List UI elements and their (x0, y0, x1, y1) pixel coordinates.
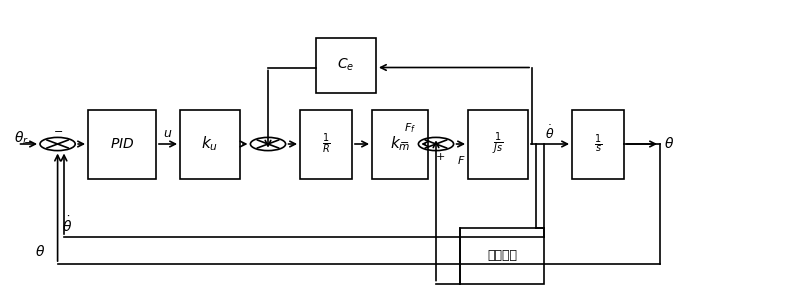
Bar (572, 110, 624, 178)
Text: $k_m$: $k_m$ (390, 135, 410, 153)
Text: $+$: $+$ (435, 151, 445, 162)
Text: 摩擦模型: 摩擦模型 (487, 249, 517, 262)
Text: $PID$: $PID$ (110, 137, 134, 151)
Text: $F_f$: $F_f$ (404, 121, 417, 135)
Text: $\theta$: $\theta$ (35, 244, 45, 260)
Text: $k_u$: $k_u$ (202, 135, 218, 153)
Bar (180, 110, 240, 178)
Text: $\dot{\theta}$: $\dot{\theta}$ (62, 215, 72, 235)
Text: $-$: $-$ (399, 136, 409, 146)
Text: $-$: $-$ (53, 125, 62, 135)
Text: $-$: $-$ (23, 136, 33, 146)
Text: $\dot{\theta}$: $\dot{\theta}$ (546, 125, 554, 142)
Bar (468, 110, 528, 178)
Bar (300, 110, 352, 178)
Bar (316, 38, 376, 93)
Text: $\theta_r$: $\theta_r$ (14, 129, 29, 147)
Text: $\frac{1}{Js}$: $\frac{1}{Js}$ (492, 131, 504, 157)
Bar (372, 110, 428, 178)
Text: $\theta$: $\theta$ (665, 136, 674, 152)
Bar (88, 110, 156, 178)
Text: $\frac{1}{R}$: $\frac{1}{R}$ (322, 132, 330, 156)
Text: $u$: $u$ (163, 127, 173, 140)
Bar (460, 228, 544, 284)
Text: $C_e$: $C_e$ (338, 57, 354, 74)
Text: $F$: $F$ (458, 154, 466, 166)
Text: $\frac{1}{s}$: $\frac{1}{s}$ (594, 133, 602, 155)
